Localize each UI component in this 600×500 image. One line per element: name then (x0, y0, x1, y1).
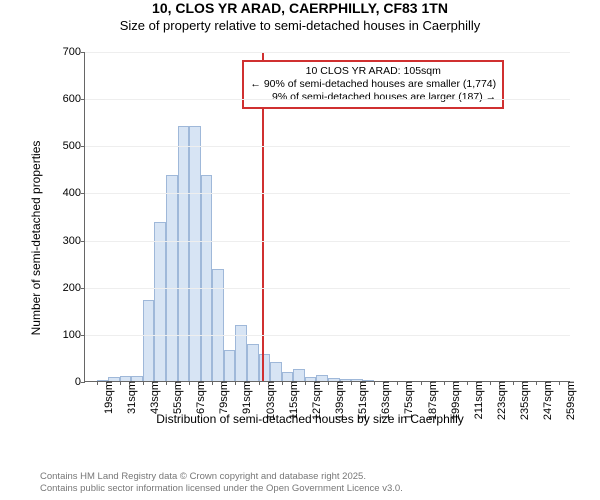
histogram-bar (178, 126, 190, 381)
y-tick-label: 300 (63, 235, 85, 247)
y-tick-label: 400 (63, 187, 85, 199)
plot-area: 10 CLOS YR ARAD: 105sqm ← 90% of semi-de… (84, 52, 570, 382)
x-tick-mark (120, 381, 121, 385)
y-tick-label: 100 (63, 329, 85, 341)
x-tick-mark (559, 381, 560, 385)
x-tick-mark (235, 381, 236, 385)
marker-callout: 10 CLOS YR ARAD: 105sqm ← 90% of semi-de… (242, 60, 504, 109)
x-tick-mark (513, 381, 514, 385)
histogram-bar (154, 222, 166, 381)
y-gridline (85, 335, 570, 336)
x-tick-label: 67sqm (193, 381, 207, 414)
x-tick-mark (328, 381, 329, 385)
footer-attribution: Contains HM Land Registry data © Crown c… (40, 471, 403, 494)
x-tick-label: 235sqm (517, 381, 531, 420)
y-tick-label: 700 (63, 46, 85, 58)
y-gridline (85, 52, 570, 53)
x-tick-label: 91sqm (239, 381, 253, 414)
y-axis-label: Number of semi-detached properties (29, 141, 43, 336)
histogram-bar (247, 344, 259, 381)
x-tick-mark (444, 381, 445, 385)
x-tick-label: 247sqm (540, 381, 554, 420)
x-tick-mark (212, 381, 213, 385)
y-gridline (85, 288, 570, 289)
histogram-bar (201, 175, 213, 381)
y-gridline (85, 193, 570, 194)
page-title: 10, CLOS YR ARAD, CAERPHILLY, CF83 1TN (0, 0, 600, 16)
x-tick-mark (143, 381, 144, 385)
y-gridline (85, 99, 570, 100)
x-tick-label: 55sqm (170, 381, 184, 414)
x-tick-mark (305, 381, 306, 385)
callout-line2: ← 90% of semi-detached houses are smalle… (250, 78, 496, 91)
x-tick-label: 19sqm (101, 381, 115, 414)
histogram-bar (189, 126, 201, 381)
histogram-bar (270, 362, 282, 381)
x-tick-mark (97, 381, 98, 385)
x-tick-mark (282, 381, 283, 385)
y-tick-label: 500 (63, 140, 85, 152)
histogram-bar (212, 269, 224, 381)
footer-line1: Contains HM Land Registry data © Crown c… (40, 471, 403, 482)
x-tick-mark (421, 381, 422, 385)
y-tick-label: 600 (63, 93, 85, 105)
x-tick-mark (166, 381, 167, 385)
y-gridline (85, 241, 570, 242)
x-tick-label: 31sqm (124, 381, 138, 414)
x-tick-mark (467, 381, 468, 385)
histogram-bar (282, 372, 294, 381)
y-tick-label: 200 (63, 282, 85, 294)
x-tick-label: 259sqm (563, 381, 577, 420)
page-subtitle: Size of property relative to semi-detach… (0, 18, 600, 33)
chart-container: Number of semi-detached properties 10 CL… (40, 48, 580, 428)
histogram-bar (235, 325, 247, 381)
x-tick-label: 211sqm (471, 381, 485, 419)
x-tick-mark (259, 381, 260, 385)
x-tick-mark (374, 381, 375, 385)
y-tick-label: 0 (75, 376, 85, 388)
callout-line1: 10 CLOS YR ARAD: 105sqm (250, 65, 496, 78)
histogram-bar (143, 300, 155, 381)
histogram-bar (166, 175, 178, 381)
x-tick-mark (397, 381, 398, 385)
x-tick-label: 43sqm (147, 381, 161, 414)
x-tick-mark (351, 381, 352, 385)
x-axis-label: Distribution of semi-detached houses by … (156, 412, 463, 426)
histogram-bar (224, 350, 236, 381)
x-tick-label: 223sqm (494, 381, 508, 420)
y-gridline (85, 146, 570, 147)
footer-line2: Contains public sector information licen… (40, 483, 403, 494)
x-tick-label: 79sqm (216, 381, 230, 414)
x-tick-mark (189, 381, 190, 385)
callout-line3: 9% of semi-detached houses are larger (1… (250, 91, 496, 104)
histogram-bar (293, 369, 305, 381)
x-tick-mark (536, 381, 537, 385)
x-tick-mark (490, 381, 491, 385)
